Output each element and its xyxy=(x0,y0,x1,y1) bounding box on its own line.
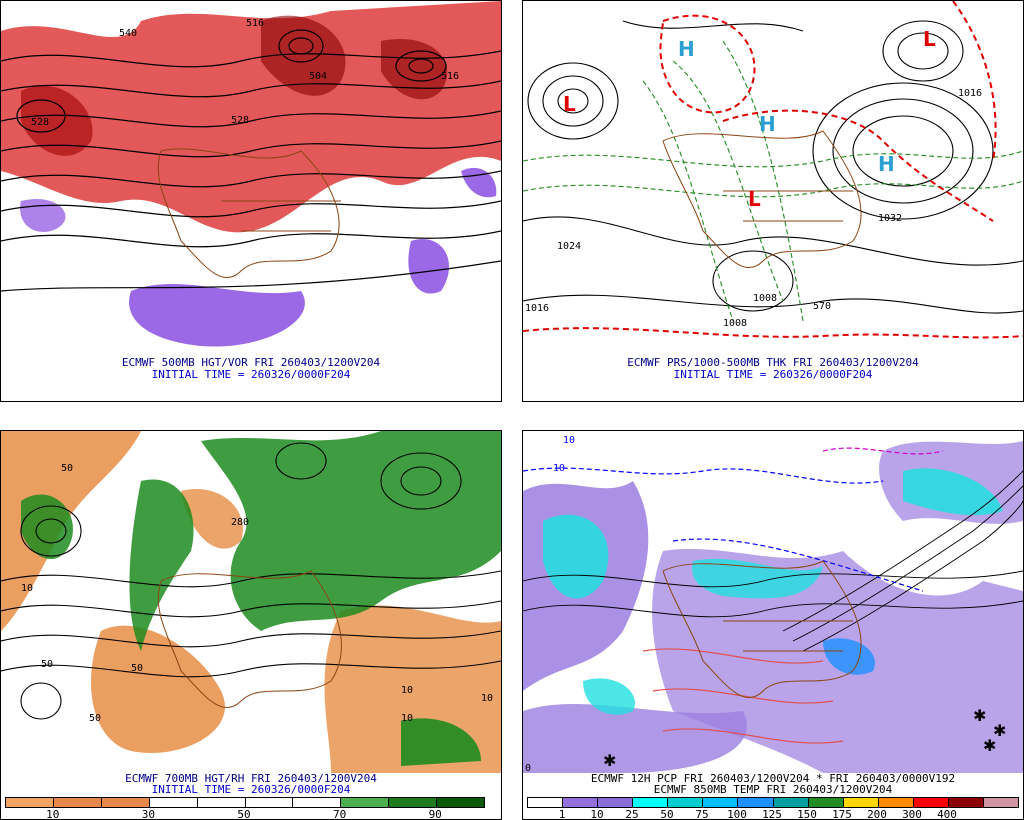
high-pressure-symbol: H xyxy=(878,152,895,176)
snow-symbol: ✱ xyxy=(993,721,1006,740)
contour-label: 516 xyxy=(246,18,264,29)
colorbar-swatch xyxy=(528,798,564,807)
contour-label: 1032 xyxy=(878,213,902,224)
colorbar-swatch xyxy=(101,798,150,807)
snow-symbol: ✱ xyxy=(973,706,986,725)
colorbar-swatch xyxy=(703,798,739,807)
contour-label: 50 xyxy=(41,659,53,670)
colorbar-tick-label: 200 xyxy=(867,808,887,820)
colorbar-swatch xyxy=(389,798,438,807)
colorbar-swatch xyxy=(633,798,669,807)
map-700mb: 50 10 50 10 50 10 280 50 10 xyxy=(1,431,501,773)
panel-700mb-rh[interactable]: 50 10 50 10 50 10 280 50 10 ECMWF 700MB … xyxy=(0,430,502,820)
panel-precip-850temp[interactable]: ✱ ✱ ✱ ✱ 10 10 0 ECMWF 12H PCP FRI 260403… xyxy=(522,430,1024,820)
contour-label: 1016 xyxy=(525,303,549,314)
colorbar-swatch xyxy=(245,798,294,807)
colorbar-swatch xyxy=(773,798,809,807)
contour-label: 570 xyxy=(813,301,831,312)
colorbar-swatch xyxy=(878,798,914,807)
colorbar-tick-label: 10 xyxy=(590,808,604,820)
colorbar-swatch xyxy=(984,798,1019,807)
panel-subcaption: ECMWF 850MB TEMP FRI 260403/1200V204 xyxy=(653,783,893,796)
colorbar-tick-label: 30 xyxy=(141,808,156,820)
contour-label: 50 xyxy=(89,713,101,724)
colorbar-tick-label: 175 xyxy=(832,808,852,820)
panel-caption: ECMWF 700MB HGT/RH FRI 260403/1200V204 xyxy=(125,772,377,785)
colorbar-tick-label: 90 xyxy=(428,808,442,820)
contour-label: 540 xyxy=(119,28,137,39)
colorbar-swatch xyxy=(668,798,704,807)
colorbar-swatch xyxy=(913,798,949,807)
contour-label: 10 xyxy=(21,583,33,594)
colorbar-tick-label: 400 xyxy=(937,808,957,820)
colorbar-swatch xyxy=(563,798,599,807)
contour-label: 280 xyxy=(231,517,249,528)
panel-pressure-thickness[interactable]: L H H H L L 1016 1024 1032 1008 1008 570… xyxy=(522,0,1024,402)
contour-label: 50 xyxy=(61,463,73,474)
contour-label: 50 xyxy=(131,663,143,674)
contour-label: 528 xyxy=(231,115,249,126)
colorbar-swatch xyxy=(843,798,879,807)
colorbar-swatch xyxy=(197,798,246,807)
low-pressure-symbol: L xyxy=(923,27,936,51)
colorbar-swatch xyxy=(341,798,390,807)
high-pressure-symbol: H xyxy=(759,112,776,136)
colorbar-swatch xyxy=(293,798,342,807)
colorbar-tick-label: 1 xyxy=(558,808,566,820)
contour-label: 1008 xyxy=(723,318,747,329)
contour-label: 10 xyxy=(553,463,565,474)
panel-caption: ECMWF 500MB HGT/VOR FRI 260403/1200V204 xyxy=(121,356,381,369)
initial-time: INITIAL TIME = 260326/0000F204 xyxy=(151,783,351,796)
contour-label: 10 xyxy=(563,435,575,446)
map-precip: ✱ ✱ ✱ ✱ 10 10 0 xyxy=(523,431,1023,773)
colorbar-swatch xyxy=(808,798,844,807)
colorbar-tick-label: 125 xyxy=(762,808,782,820)
colorbar-swatch xyxy=(149,798,198,807)
rh-colorbar xyxy=(5,797,485,808)
map-pressure-thickness: L H H H L L 1016 1024 1032 1008 1008 570… xyxy=(523,1,1023,359)
colorbar-tick-label: 300 xyxy=(902,808,922,820)
colorbar-tick-label: 150 xyxy=(797,808,817,820)
panel-500mb-vorticity[interactable]: 540 516 504 528 516 528 ECMWF 500MB HGT/… xyxy=(0,0,502,402)
panel-caption: ECMWF PRS/1000-500MB THK FRI 260403/1200… xyxy=(627,356,919,369)
contour-label: 10 xyxy=(401,685,413,696)
contour-label: 0 xyxy=(525,763,531,773)
contour-label: 10 xyxy=(401,713,413,724)
high-pressure-symbol: H xyxy=(678,37,695,61)
colorbar-swatch xyxy=(6,798,54,807)
initial-time: INITIAL TIME = 260326/0000F204 xyxy=(673,368,873,381)
pcp-colorbar xyxy=(527,797,1019,808)
initial-time: INITIAL TIME = 260326/0000F204 xyxy=(151,368,351,381)
contour-label: 1016 xyxy=(958,88,982,99)
contour-label: 516 xyxy=(441,71,459,82)
colorbar-tick-label: 50 xyxy=(660,808,674,820)
contour-label: 1024 xyxy=(557,241,581,252)
panel-caption: ECMWF 12H PCP FRI 260403/1200V204 * FRI … xyxy=(590,772,956,785)
colorbar-tick-label: 50 xyxy=(237,808,251,820)
low-pressure-symbol: L xyxy=(748,187,761,211)
colorbar-swatch xyxy=(53,798,102,807)
rh-colorbar-ticks: 10 30 50 70 90 xyxy=(5,808,483,819)
colorbar-tick-label: 25 xyxy=(625,808,639,820)
low-pressure-symbol: L xyxy=(563,92,576,116)
colorbar-tick-label: 10 xyxy=(46,808,60,820)
colorbar-swatch xyxy=(948,798,985,807)
contour-label: 528 xyxy=(31,117,49,128)
map-500mb: 540 516 504 528 516 528 xyxy=(1,1,501,359)
colorbar-swatch xyxy=(437,798,485,807)
contour-label: 10 xyxy=(481,693,493,704)
contour-label: 1008 xyxy=(753,293,777,304)
contour-label: 504 xyxy=(309,71,327,82)
snow-symbol: ✱ xyxy=(603,751,616,770)
snow-symbol: ✱ xyxy=(983,736,996,755)
colorbar-tick-label: 70 xyxy=(332,808,347,820)
colorbar-tick-label: 75 xyxy=(695,808,709,820)
colorbar-tick-label: 100 xyxy=(727,808,747,820)
colorbar-swatch xyxy=(738,798,774,807)
colorbar-swatch xyxy=(598,798,634,807)
pcp-colorbar-ticks: 1 10 25 50 75 100 125 150 175 200 300 400 xyxy=(527,808,1017,819)
